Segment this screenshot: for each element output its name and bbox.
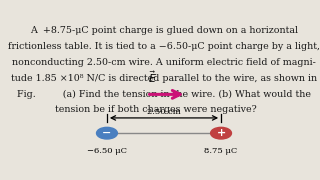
Text: tension be if both charges were negative?: tension be if both charges were negative…	[55, 105, 257, 114]
Text: nonconducting 2.50-cm wire. A uniform electric field of magni-: nonconducting 2.50-cm wire. A uniform el…	[12, 58, 316, 67]
Text: +: +	[216, 128, 226, 138]
Text: tude 1.85 ×10⁸ N/C is directed parallel to the wire, as shown in: tude 1.85 ×10⁸ N/C is directed parallel …	[11, 74, 317, 83]
Text: 2.50 cm: 2.50 cm	[147, 108, 181, 116]
Circle shape	[211, 127, 231, 139]
Text: −6.50 μC: −6.50 μC	[87, 147, 127, 155]
Text: 8.75 μC: 8.75 μC	[204, 147, 238, 155]
Text: frictionless table. It is tied to a −6.50-μC point charge by a light,: frictionless table. It is tied to a −6.5…	[8, 42, 320, 51]
Text: Fig.         (a) Find the tension in the wire. (b) What would the: Fig. (a) Find the tension in the wire. (…	[17, 89, 311, 99]
Text: −: −	[102, 128, 112, 138]
Text: $\vec{E}$: $\vec{E}$	[148, 69, 157, 85]
Text: A  +8.75-μC point charge is glued down on a horizontal: A +8.75-μC point charge is glued down on…	[30, 26, 298, 35]
Circle shape	[97, 127, 117, 139]
